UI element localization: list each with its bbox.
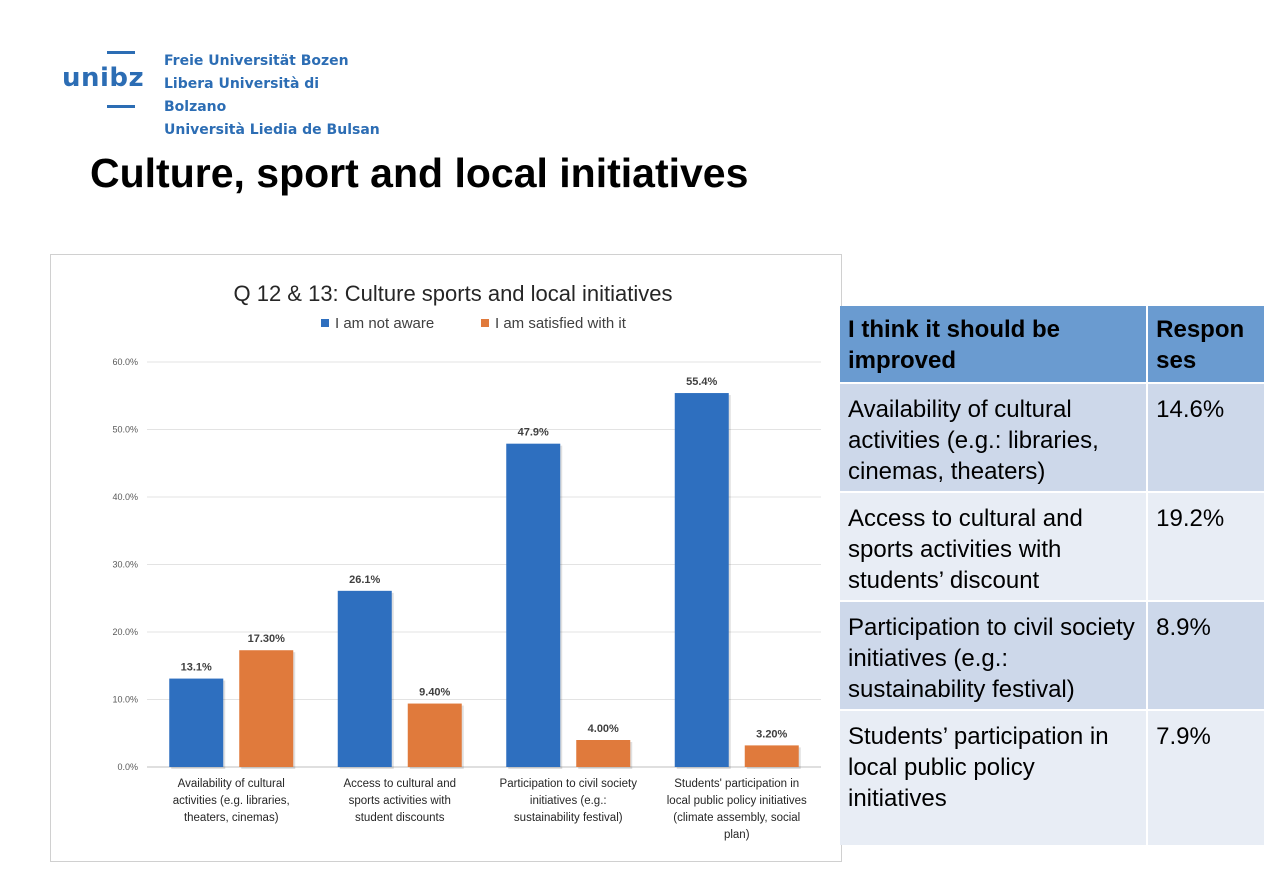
university-logo: unibz Freie Universität Bozen Libera Uni… xyxy=(62,48,382,138)
logo-bar-top xyxy=(107,51,135,54)
bar xyxy=(407,703,462,767)
logo-text: Freie Universität Bozen Libera Universit… xyxy=(164,50,382,142)
y-tick-label: 60.0% xyxy=(112,357,138,367)
data-label: 9.40% xyxy=(419,687,450,699)
legend-label: I am not aware xyxy=(335,315,434,332)
category-label: Participation to civil society xyxy=(500,778,638,790)
data-label: 17.30% xyxy=(248,633,286,645)
improvement-table: I think it should be improved Respon ses… xyxy=(840,306,1264,845)
table-cell-item: Participation to civil society initiativ… xyxy=(840,600,1147,709)
table-cell-value: 14.6% xyxy=(1146,382,1264,491)
logo-line-lad: Università Liedia de Bulsan xyxy=(164,122,380,138)
bar-chart: Q 12 & 13: Culture sports and local init… xyxy=(112,281,821,841)
table-row: Access to cultural and sports activities… xyxy=(840,491,1264,600)
y-tick-label: 20.0% xyxy=(112,627,138,637)
category-label: initiatives (e.g.: xyxy=(530,795,607,807)
category-label: student discounts xyxy=(355,812,445,824)
y-tick-label: 10.0% xyxy=(112,695,138,705)
data-label: 3.20% xyxy=(756,728,787,740)
data-label: 55.4% xyxy=(686,376,717,388)
data-label: 47.9% xyxy=(518,427,549,439)
bar xyxy=(506,443,561,767)
table-row: Availability of cultural activities (e.g… xyxy=(840,382,1264,491)
category-label: Access to cultural and xyxy=(343,778,456,790)
bar xyxy=(744,745,799,767)
table-header-item: I think it should be improved xyxy=(840,306,1147,382)
table-cell-value: 19.2% xyxy=(1146,491,1264,600)
chart-title: Q 12 & 13: Culture sports and local init… xyxy=(233,281,672,306)
logo-line-de: Freie Universität Bozen xyxy=(164,53,349,69)
y-tick-label: 0.0% xyxy=(117,762,138,772)
category-label: (climate assembly, social xyxy=(673,812,800,824)
legend-label: I am satisfied with it xyxy=(495,315,627,332)
page-title: Culture, sport and local initiatives xyxy=(90,150,749,196)
category-label: theaters, cinemas) xyxy=(184,812,279,824)
category-label: Availability of cultural xyxy=(178,778,285,790)
table-cell-item: Availability of cultural activities (e.g… xyxy=(840,382,1147,491)
logo-wordmark: unibz xyxy=(62,63,145,93)
category-label: sustainability festival) xyxy=(514,812,623,824)
table-header-row: I think it should be improved Respon ses xyxy=(840,306,1264,382)
chart-frame: Q 12 & 13: Culture sports and local init… xyxy=(50,254,842,862)
bar xyxy=(239,650,294,767)
table-row: Students’ participation in local public … xyxy=(840,709,1264,845)
logo-line-it: Libera Università di Bolzano xyxy=(164,76,320,115)
category-label: local public policy initiatives xyxy=(667,795,807,807)
bar xyxy=(674,393,729,767)
table-cell-item: Students’ participation in local public … xyxy=(840,709,1147,845)
table-cell-value: 8.9% xyxy=(1146,600,1264,709)
data-label: 4.00% xyxy=(588,723,619,735)
table-cell-value: 7.9% xyxy=(1146,709,1264,845)
data-label: 26.1% xyxy=(349,574,380,586)
bar xyxy=(337,590,392,767)
table-cell-item: Access to cultural and sports activities… xyxy=(840,491,1147,600)
table-row: Participation to civil society initiativ… xyxy=(840,600,1264,709)
y-tick-label: 40.0% xyxy=(112,492,138,502)
category-label: plan) xyxy=(724,829,750,841)
legend-swatch xyxy=(321,319,329,327)
table-header-responses: Respon ses xyxy=(1146,306,1264,382)
category-label: sports activities with xyxy=(349,795,451,807)
data-label: 13.1% xyxy=(181,662,212,674)
category-label: activities (e.g. libraries, xyxy=(173,795,290,807)
y-tick-label: 50.0% xyxy=(112,425,138,435)
bar xyxy=(169,678,224,767)
logo-bar-bottom xyxy=(107,105,135,108)
category-label: Students' participation in xyxy=(674,778,799,790)
legend-swatch xyxy=(481,319,489,327)
y-tick-label: 30.0% xyxy=(112,560,138,570)
bar xyxy=(576,740,631,767)
